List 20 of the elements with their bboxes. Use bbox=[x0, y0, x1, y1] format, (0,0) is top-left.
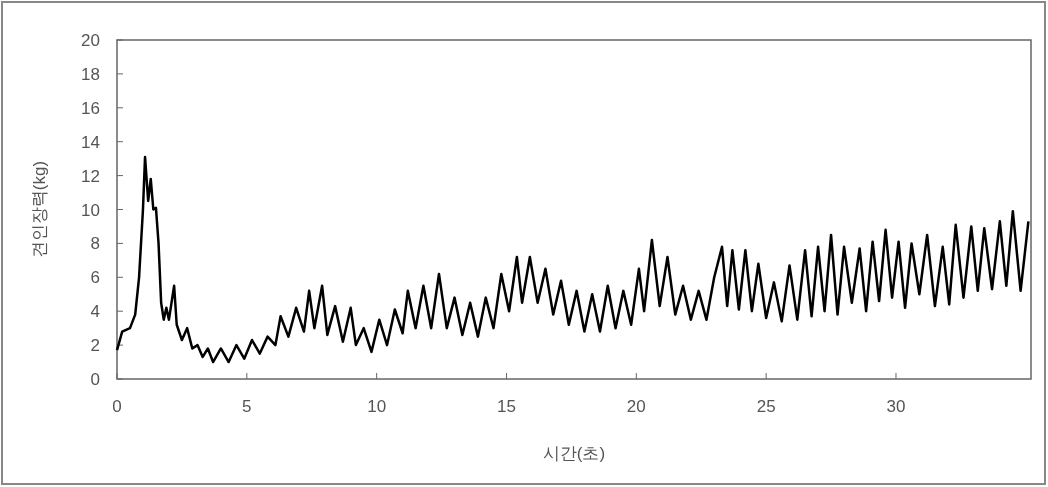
x-tick-label: 0 bbox=[112, 397, 122, 416]
y-tick-label: 12 bbox=[81, 166, 100, 186]
y-tick-label: 8 bbox=[90, 234, 100, 254]
x-tick-label: 10 bbox=[367, 397, 387, 416]
x-tick-label: 30 bbox=[886, 397, 906, 416]
y-tick-label: 6 bbox=[90, 268, 100, 288]
y-tick-label: 2 bbox=[90, 336, 100, 356]
y-tick-label: 18 bbox=[81, 64, 100, 84]
y-tick-label: 20 bbox=[81, 31, 100, 50]
y-tick-label: 0 bbox=[90, 370, 100, 389]
y-tick-label: 4 bbox=[90, 302, 100, 322]
x-tick-label: 20 bbox=[626, 397, 646, 416]
x-tick-label: 5 bbox=[242, 397, 252, 416]
y-tick-label: 16 bbox=[81, 98, 100, 118]
y-tick-label: 10 bbox=[81, 200, 100, 220]
x-tick-label: 15 bbox=[497, 397, 516, 416]
x-axis-title: 시간(초) bbox=[542, 444, 606, 463]
y-tick-label: 14 bbox=[81, 132, 100, 152]
x-tick-label: 25 bbox=[756, 397, 776, 416]
y-axis-title: 견인장력(kg) bbox=[30, 160, 49, 259]
